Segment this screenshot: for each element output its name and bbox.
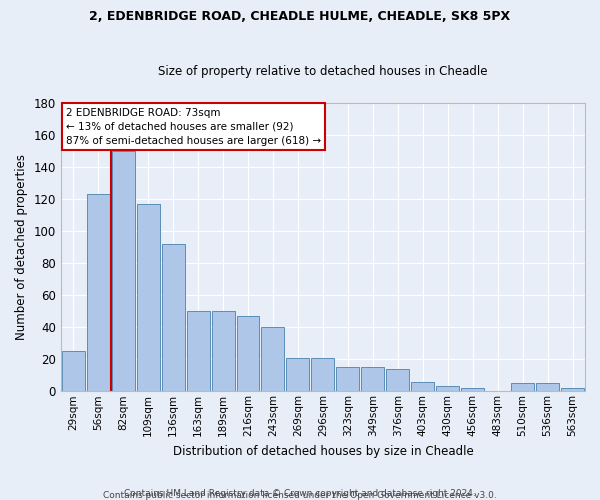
Bar [286,358,310,392]
Y-axis label: Number of detached properties: Number of detached properties [15,154,28,340]
Bar [236,316,259,392]
Text: Contains HM Land Registry data © Crown copyright and database right 2024.: Contains HM Land Registry data © Crown c… [124,488,476,498]
Bar [311,358,334,392]
Bar [187,312,209,392]
Bar [536,384,559,392]
Bar [262,328,284,392]
Bar [411,382,434,392]
Bar [112,152,134,392]
Bar [161,244,185,392]
Title: Size of property relative to detached houses in Cheadle: Size of property relative to detached ho… [158,66,488,78]
Bar [361,368,385,392]
Bar [62,352,85,392]
Bar [137,204,160,392]
Bar [561,388,584,392]
Bar [511,384,534,392]
Bar [461,388,484,392]
X-axis label: Distribution of detached houses by size in Cheadle: Distribution of detached houses by size … [173,444,473,458]
Bar [436,386,459,392]
Bar [386,369,409,392]
Text: Contains public sector information licensed under the Open Government Licence v3: Contains public sector information licen… [103,491,497,500]
Text: 2, EDENBRIDGE ROAD, CHEADLE HULME, CHEADLE, SK8 5PX: 2, EDENBRIDGE ROAD, CHEADLE HULME, CHEAD… [89,10,511,23]
Bar [337,368,359,392]
Bar [87,194,110,392]
Text: 2 EDENBRIDGE ROAD: 73sqm
← 13% of detached houses are smaller (92)
87% of semi-d: 2 EDENBRIDGE ROAD: 73sqm ← 13% of detach… [66,108,321,146]
Bar [212,312,235,392]
